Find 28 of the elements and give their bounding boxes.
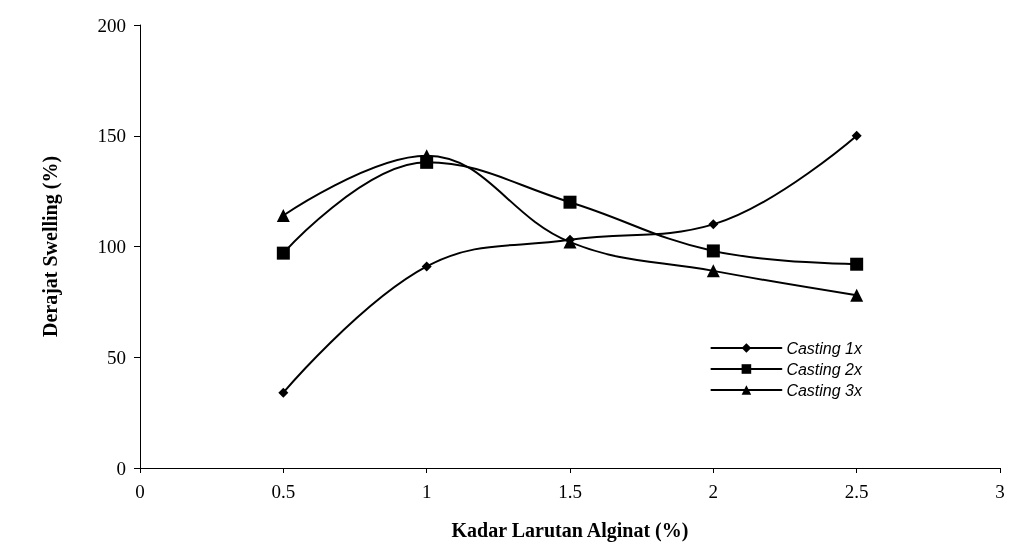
y-tick-label: 50 bbox=[107, 346, 126, 368]
x-axis-title: Kadar Larutan Alginat (%) bbox=[451, 519, 689, 542]
y-tick-label: 100 bbox=[97, 236, 126, 257]
x-tick-label: 1 bbox=[421, 481, 432, 502]
legend-label: Casting 1x bbox=[786, 339, 863, 357]
point bbox=[706, 264, 720, 278]
point bbox=[421, 261, 432, 272]
x-tick-label: 3 bbox=[995, 481, 1005, 502]
point bbox=[278, 387, 289, 398]
x-tick-label: 0 bbox=[135, 481, 145, 502]
point bbox=[276, 208, 290, 222]
legend-label: Casting 2x bbox=[786, 360, 863, 378]
point bbox=[563, 195, 577, 209]
y-axis-title: Derajat Swelling (%) bbox=[39, 155, 62, 338]
point bbox=[850, 288, 864, 302]
point bbox=[276, 246, 290, 260]
y-tick-label: 200 bbox=[97, 14, 126, 36]
x-tick-label: 0.5 bbox=[271, 481, 296, 502]
x-tick-label: 2.5 bbox=[844, 481, 869, 502]
x-tick-label: 2 bbox=[708, 481, 719, 502]
x-tick-label: 1.5 bbox=[558, 481, 582, 502]
y-tick-label: 0 bbox=[116, 457, 126, 479]
y-tick-label: 150 bbox=[97, 125, 126, 147]
point bbox=[850, 257, 864, 271]
point bbox=[706, 244, 720, 258]
point bbox=[851, 130, 862, 141]
legend-label: Casting 3x bbox=[786, 381, 863, 399]
point bbox=[708, 219, 719, 230]
